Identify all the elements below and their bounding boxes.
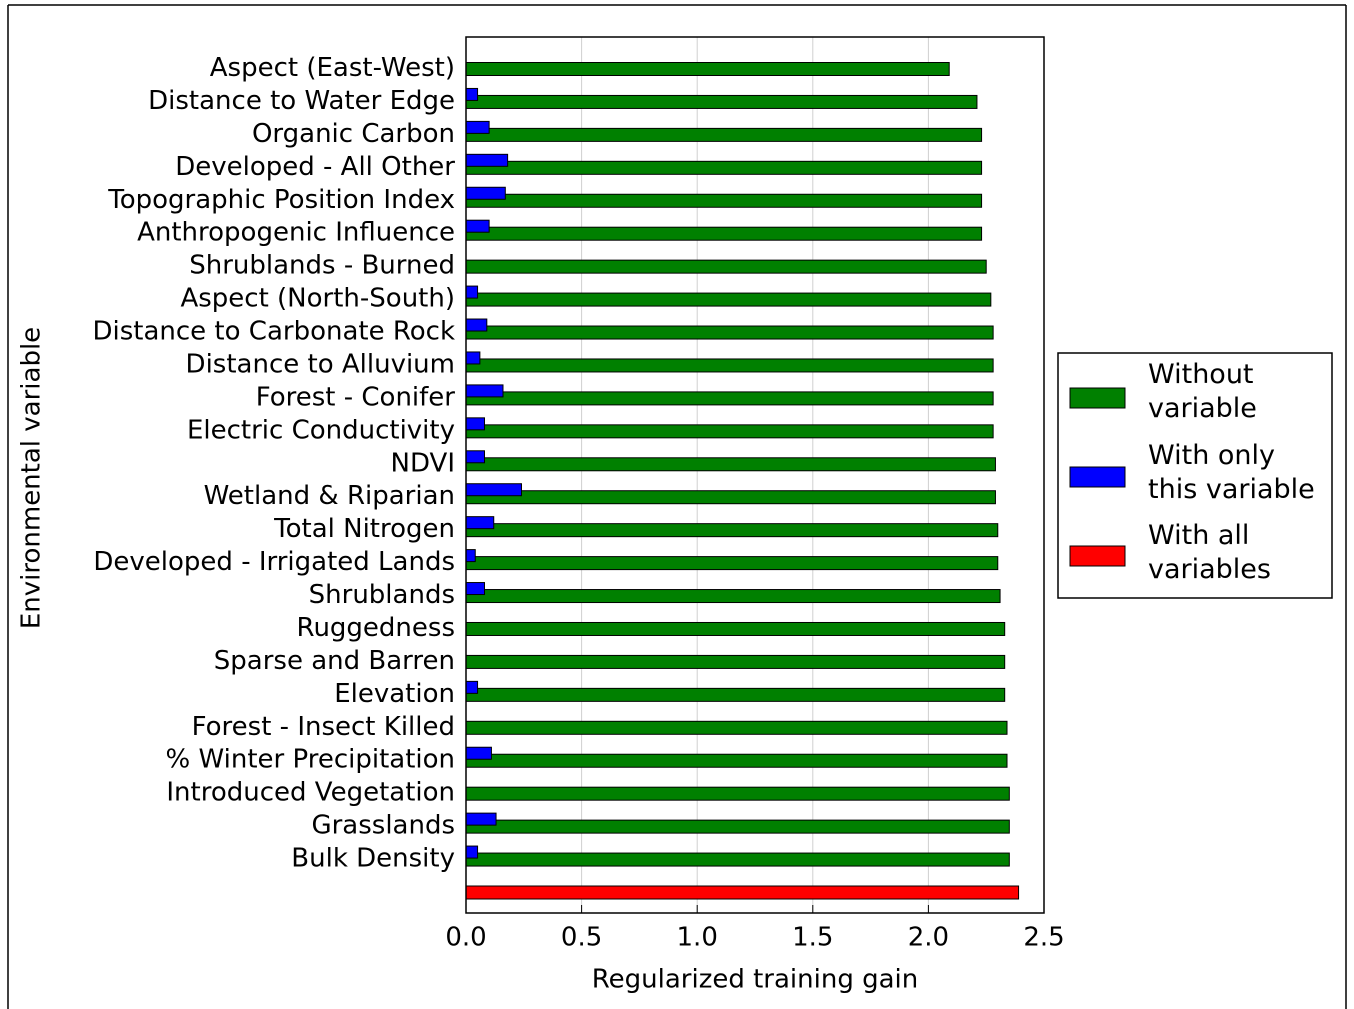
- bar: [465, 812, 497, 826]
- y-tick-label: Distance to Carbonate Rock: [92, 317, 455, 347]
- y-tick-label: Elevation: [334, 679, 455, 709]
- legend-label: Without variable: [1148, 359, 1257, 424]
- bar: [465, 186, 506, 200]
- bar: [465, 325, 994, 340]
- bar: [465, 654, 1006, 669]
- bar: [465, 351, 481, 365]
- bar: [465, 285, 479, 299]
- y-tick-label: Developed - All Other: [175, 152, 455, 182]
- y-tick-label: Sparse and Barren: [214, 646, 455, 676]
- bar: [465, 160, 983, 175]
- bar: [465, 621, 1006, 636]
- bar: [465, 358, 994, 373]
- y-tick-label: Bulk Density: [291, 844, 455, 874]
- bar: [465, 391, 994, 406]
- y-tick-label: Anthropogenic Influence: [137, 218, 455, 248]
- bar: [465, 786, 1010, 801]
- bar: [465, 384, 504, 398]
- y-tick-label: Shrublands: [309, 580, 455, 610]
- y-tick-label: Total Nitrogen: [273, 514, 455, 544]
- bar: [465, 582, 485, 596]
- bar: [465, 589, 1001, 604]
- bar: [465, 523, 999, 538]
- bar: [465, 127, 983, 142]
- bar: [465, 193, 983, 208]
- bar: [465, 226, 983, 241]
- bar: [465, 259, 987, 274]
- bar: [465, 720, 1008, 735]
- x-tick-label: 1.0: [677, 923, 718, 953]
- bar: [465, 556, 999, 571]
- y-axis-label: Environmental variable: [17, 327, 47, 629]
- plot-frame: [465, 36, 1045, 914]
- bar: [465, 87, 479, 101]
- legend-label: With all variables: [1148, 520, 1271, 585]
- y-tick-label: Aspect (North-South): [180, 284, 455, 314]
- bar: [465, 680, 479, 694]
- bar: [465, 819, 1010, 834]
- legend-swatch: [1069, 466, 1126, 488]
- y-tick-label: NDVI: [391, 448, 455, 478]
- y-tick-label: % Winter Precipitation: [166, 745, 455, 775]
- bar: [465, 852, 1010, 867]
- y-tick-label: Wetland & Riparian: [204, 481, 455, 511]
- bar: [465, 94, 978, 109]
- y-tick-label: Forest - Conifer: [256, 382, 456, 412]
- y-tick-label: Ruggedness: [297, 613, 455, 643]
- y-tick-label: Grasslands: [311, 811, 455, 841]
- bar: [465, 450, 485, 464]
- y-tick-label: Forest - Insect Killed: [192, 712, 455, 742]
- y-tick-label: Electric Conductivity: [187, 415, 455, 445]
- x-tick-label: 1.5: [792, 923, 833, 953]
- legend-label: With only this variable: [1148, 440, 1315, 505]
- bar: [465, 549, 476, 563]
- bar: [465, 753, 1008, 768]
- x-axis-label: Regularized training gain: [592, 965, 919, 995]
- bar: [465, 417, 485, 431]
- x-tick-label: 0.5: [561, 923, 602, 953]
- bar: [465, 153, 509, 167]
- bar: [465, 845, 479, 859]
- y-tick-label: Distance to Water Edge: [148, 86, 455, 116]
- bar: [465, 490, 996, 505]
- y-tick-label: Introduced Vegetation: [166, 778, 455, 808]
- bar: [465, 292, 992, 307]
- bar: [465, 120, 490, 134]
- y-tick-label: Distance to Alluvium: [186, 349, 455, 379]
- y-tick-label: Developed - Irrigated Lands: [93, 547, 455, 577]
- y-tick-label: Organic Carbon: [252, 119, 455, 149]
- bar: [465, 219, 490, 233]
- x-tick-label: 2.0: [908, 923, 949, 953]
- bar: [465, 62, 950, 76]
- bar: [465, 318, 488, 332]
- bar: [465, 457, 996, 472]
- x-tick-label: 0.0: [445, 923, 486, 953]
- bar: [465, 483, 522, 497]
- y-tick-label: Aspect (East-West): [210, 53, 455, 83]
- y-tick-label: Topographic Position Index: [107, 185, 455, 215]
- bar: [465, 885, 1020, 900]
- legend-swatch: [1069, 387, 1126, 409]
- bar: [465, 746, 492, 760]
- x-tick-label: 2.5: [1023, 923, 1064, 953]
- legend-swatch: [1069, 545, 1126, 567]
- bar: [465, 424, 994, 439]
- y-tick-label: Shrublands - Burned: [189, 251, 455, 281]
- bar: [465, 687, 1006, 702]
- bar: [465, 516, 495, 530]
